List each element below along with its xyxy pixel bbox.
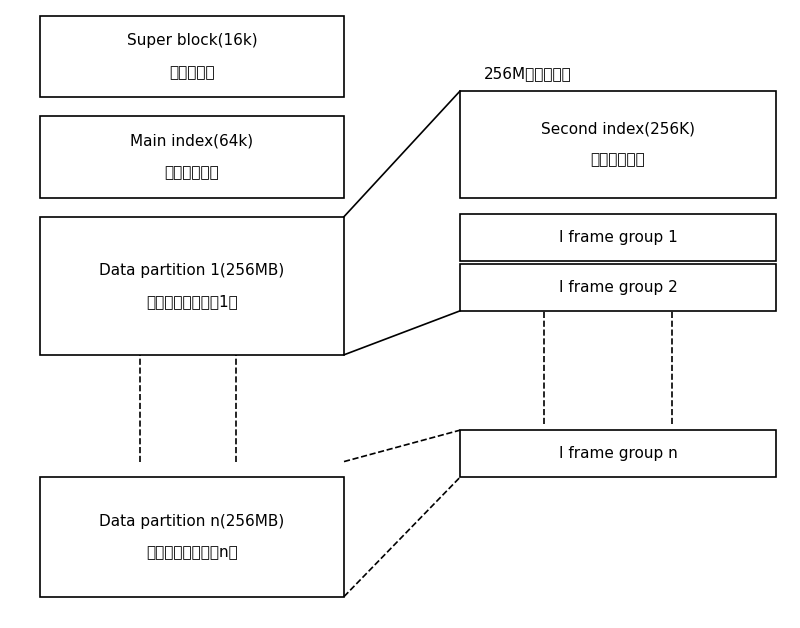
Text: （二级索引）: （二级索引） (590, 153, 646, 168)
Bar (460, 430, 776, 477)
Text: （一级索引）: （一级索引） (165, 165, 219, 180)
Text: Data partition 1(256MB): Data partition 1(256MB) (99, 263, 285, 278)
Text: 256M数据块结构: 256M数据块结构 (484, 66, 572, 81)
Bar (40, 16, 344, 97)
Text: Super block(16k): Super block(16k) (126, 33, 258, 48)
Bar (460, 264, 776, 311)
Text: I frame group n: I frame group n (558, 447, 678, 461)
Text: Main index(64k): Main index(64k) (130, 134, 254, 149)
Text: Second index(256K): Second index(256K) (541, 121, 695, 136)
Bar (40, 217, 344, 355)
Text: I frame group 1: I frame group 1 (558, 230, 678, 244)
Text: （区域存储的数据1）: （区域存储的数据1） (146, 294, 238, 309)
Text: （区域存储的数据n）: （区域存储的数据n） (146, 545, 238, 560)
Text: Data partition n(256MB): Data partition n(256MB) (99, 514, 285, 529)
Text: I frame group 2: I frame group 2 (558, 280, 678, 295)
Bar (460, 214, 776, 261)
Bar (40, 477, 344, 597)
Bar (40, 116, 344, 198)
Text: （超级块）: （超级块） (169, 65, 215, 80)
Bar (460, 91, 776, 198)
